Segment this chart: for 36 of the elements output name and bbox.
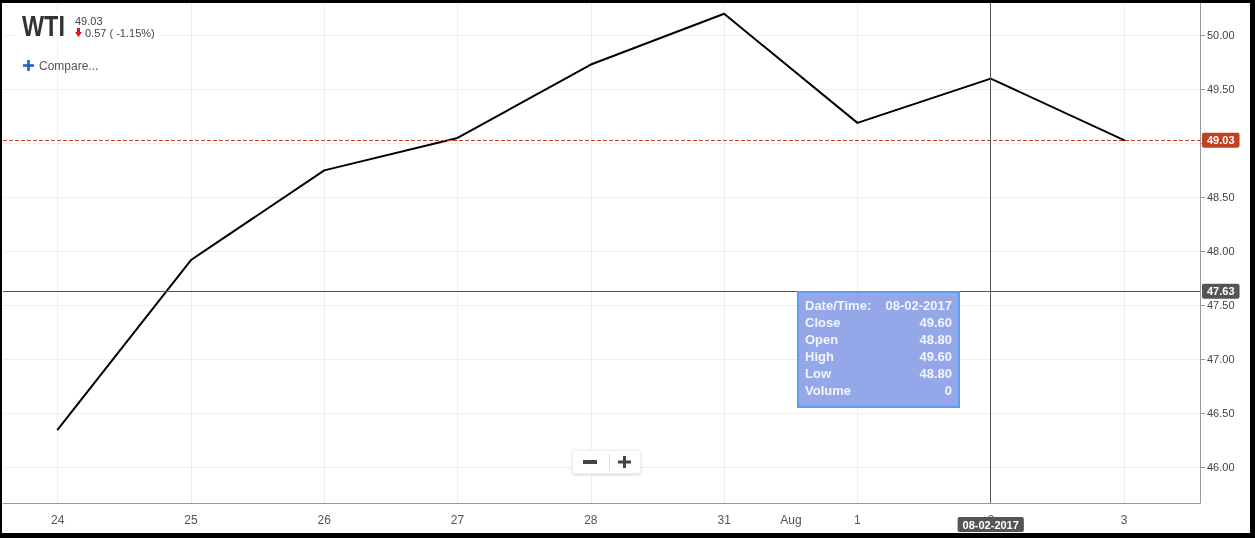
y-tick-label: 48.50 xyxy=(1207,191,1235,204)
x-tick-label: 26 xyxy=(317,513,332,527)
annotation: 48.80 xyxy=(919,331,952,348)
annotation: Volume xyxy=(805,382,851,399)
annotation: Compare... xyxy=(39,59,101,73)
ref-line-label: 49.03 xyxy=(1207,134,1235,147)
x-tick-label: 24 xyxy=(50,513,65,527)
chart-title: WTI xyxy=(22,9,65,42)
annotation: 48.80 xyxy=(919,365,952,382)
ref-line-label: 47.63 xyxy=(1207,285,1235,298)
x-tick-label: 31 xyxy=(717,513,732,527)
y-tick-label: 47.00 xyxy=(1207,353,1235,366)
annotation: 0 xyxy=(944,382,952,399)
annotation: Date/Time: xyxy=(805,297,872,314)
annotation: Low xyxy=(805,365,831,382)
y-tick-label: 48.00 xyxy=(1207,245,1235,258)
annotation: 0.57 ( -1.15%) xyxy=(85,27,155,39)
annotation: 08-02-2017 xyxy=(885,297,952,314)
x-tick-label: 25 xyxy=(184,513,198,527)
annotation: Close xyxy=(805,314,841,331)
text: 49.03 xyxy=(75,15,103,27)
ref-line-label: 08-02-2017 xyxy=(962,518,1019,531)
x-tick-label: 3 xyxy=(1120,513,1128,527)
x-tick-label: 28 xyxy=(584,513,598,527)
annotation: Open xyxy=(805,331,839,348)
y-tick-label: 47.50 xyxy=(1207,299,1235,312)
y-tick-label: 50.00 xyxy=(1207,29,1235,42)
y-tick-label: 49.50 xyxy=(1207,83,1235,96)
annotation: 49.60 xyxy=(919,314,952,331)
y-tick-label: 46.50 xyxy=(1207,407,1235,420)
x-tick-label: 1 xyxy=(854,513,862,527)
y-tick-label: 46.00 xyxy=(1207,461,1235,474)
annotation: 49.60 xyxy=(919,348,952,365)
annotation: High xyxy=(805,348,834,365)
text: Aug xyxy=(780,513,802,527)
x-tick-label: 27 xyxy=(450,513,465,527)
